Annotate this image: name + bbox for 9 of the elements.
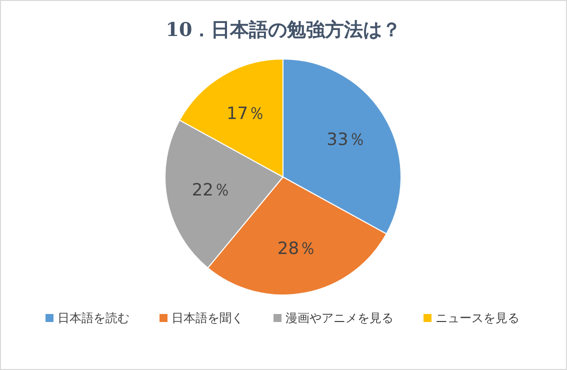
data-label: 22％ xyxy=(192,180,230,201)
data-label: 28％ xyxy=(277,238,316,259)
chart-title: 10．日本語の勉強方法は？ xyxy=(166,19,402,41)
data-label: 33％ xyxy=(326,130,366,150)
legend-label: 日本語を聞く xyxy=(172,311,244,325)
legend-label: 漫画やアニメを見る xyxy=(286,311,394,325)
data-label: 17％ xyxy=(226,104,266,124)
legend-label: ニュースを見る xyxy=(436,311,520,325)
legend-label: 日本語を読む xyxy=(58,311,130,325)
